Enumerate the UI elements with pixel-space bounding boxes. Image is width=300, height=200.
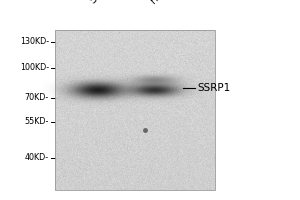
Text: HeLa: HeLa [148, 0, 172, 5]
Text: 40KD-: 40KD- [25, 154, 49, 162]
Text: 55KD-: 55KD- [25, 117, 49, 127]
Text: SSRP1: SSRP1 [197, 83, 230, 93]
Text: SW620: SW620 [88, 0, 119, 5]
Bar [55, 30, 215, 190]
Text: 70KD-: 70KD- [25, 94, 49, 102]
Text: 130KD-: 130KD- [20, 38, 49, 46]
Text: 100KD-: 100KD- [20, 64, 49, 72]
